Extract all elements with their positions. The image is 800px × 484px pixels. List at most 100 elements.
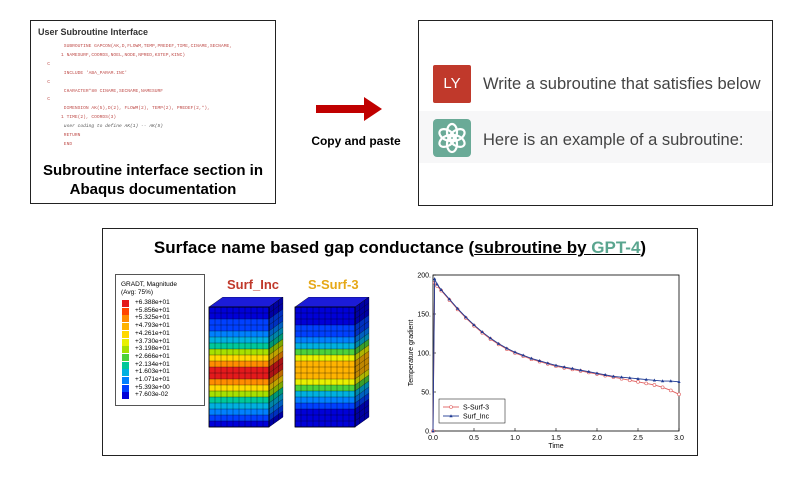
data-point [595,371,599,375]
legend-swatch [122,300,129,307]
chat-panel: LY Write a subroutine that satisfies bel… [418,20,773,206]
legend-swatch [122,377,129,384]
model-s-surf-3-label: S-Surf-3 [308,277,359,292]
doc-caption: Subroutine interface section in Abaqus d… [31,161,275,199]
legend-entry: +6.388e+01 [122,299,202,307]
x-tick-label: 0.0 [428,435,438,442]
legend-marker [449,405,453,409]
data-point [628,376,632,380]
doc-caption-line2: Abaqus documentation [69,181,237,198]
legend-entry: +5.325e+01 [122,314,202,323]
code-line: user coding to define AK(1) -- AK(5) [63,124,164,130]
legend-title: GRADT, Magnitude (Avg: 75%) [121,281,177,297]
legend-swatch [122,361,129,369]
code-line: END [63,141,73,147]
data-point [433,277,437,281]
abaqus-doc-panel: User Subroutine Interface SUBROUTINE GAP… [30,20,276,204]
data-point [488,336,492,340]
legend-entry-label: S-Surf-3 [463,405,489,412]
data-point [497,341,501,345]
y-axis-label: Temperature gradient [408,320,415,387]
legend-value: +2.134e+01 [135,360,170,368]
gpt-message-text: Here is an example of a subroutine: [483,131,744,149]
data-point [513,350,517,354]
data-point [480,330,484,334]
legend-entry: +3.198e+01 [122,345,202,354]
legend-entry: +5.856e+01 [122,306,202,315]
data-point [456,306,460,310]
data-point [435,282,439,286]
legend-entry: +1.071e+01 [122,376,202,384]
legend-swatch [122,323,129,331]
code-block: SUBROUTINE GAPCON(AK,D,FLOWM,TEMP,PREDEF… [39,43,232,150]
y-tick-label: 50. [421,390,431,397]
legend-entry: +2.134e+01 [122,360,202,369]
legend-swatch [122,330,129,338]
data-point [587,369,591,373]
code-line: C [47,97,51,103]
legend-swatch [122,353,129,361]
legend-title-1: GRADT, Magnitude [121,281,177,288]
data-point [677,392,681,397]
data-point [620,375,624,379]
data-point [611,374,615,378]
data-point [668,388,673,393]
legend-value: +5.856e+01 [135,306,170,314]
data-point [447,297,451,301]
legend-marker [449,414,453,418]
data-point [538,359,542,362]
data-point [554,363,558,367]
x-tick-label: 2.5 [633,435,643,442]
title-gpt: GPT-4 [591,238,641,257]
code-line: DIMENSION AK(5),D(2), FLOWM(2), TEMP(2),… [63,106,210,112]
model-s-surf-3-mesh [294,297,370,428]
title-underlined: subroutine by GPT-4 [474,238,640,257]
data-point [636,376,640,380]
user-message-text: Write a subroutine that satisfies below [483,75,761,93]
legend-title-2: (Avg: 75%) [121,289,154,296]
data-point [669,379,673,383]
temperature-gradient-plot: 0.0 0.5 1.0 1.5 2.0 2.5 3.0 0. 50. 100. 150. 200. Ti… [408,273,684,451]
legend-value: +7.603e-02 [135,391,169,399]
user-avatar: LY [433,65,471,103]
result-panel: Surface name based gap conductance (subr… [102,228,698,456]
y-tick-label: 100. [417,351,431,358]
legend-value: +4.793e+01 [135,322,170,330]
legend-value: +5.325e+01 [135,314,170,322]
doc-header: User Subroutine Interface [38,27,149,37]
y-tick-label: 0. [425,429,431,436]
code-line: RETURN [63,133,81,139]
openai-logo-icon [433,119,471,157]
legend-value: +4.261e+01 [135,329,170,337]
legend-value: +1.071e+01 [135,376,170,383]
result-title: Surface name based gap conductance (subr… [103,238,697,258]
legend-value: +2.666e+01 [135,352,170,360]
code-line: 1 TIME(2), COORDS(3) [61,115,117,121]
y-tick-label: 200. [417,273,431,280]
code-line: 1 NAMESURF,COORDS,NOEL,NODE,NPRED,KSTEP,… [61,52,186,58]
data-point [529,356,533,360]
data-point [439,288,443,292]
legend-entry: +5.393e+00 [122,384,202,392]
title-sub: subroutine by [474,238,592,257]
x-tick-label: 3.0 [674,435,684,442]
data-point [505,346,509,350]
x-tick-label: 2.0 [592,435,602,442]
title-suffix: ) [640,238,647,257]
code-line: C [47,79,51,85]
contour-legend: GRADT, Magnitude (Avg: 75%) +6.388e+01 +5… [115,274,205,406]
data-point [472,323,476,327]
title-prefix: Surface name based gap conductance ( [153,238,475,257]
legend-entry: +4.261e+01 [122,329,202,338]
data-point [570,366,574,370]
y-tick-label: 150. [417,312,431,319]
model-surf-inc-mesh [208,297,284,428]
data-point [464,315,468,319]
legend-value: +3.198e+01 [135,345,170,353]
user-message: LY Write a subroutine that satisfies bel… [433,59,772,111]
legend-entry: +2.666e+01 [122,352,202,361]
legend-value: +3.730e+01 [135,337,170,345]
data-point [677,380,681,384]
doc-caption-line1: Subroutine interface section in [42,162,264,179]
data-point [636,380,640,384]
